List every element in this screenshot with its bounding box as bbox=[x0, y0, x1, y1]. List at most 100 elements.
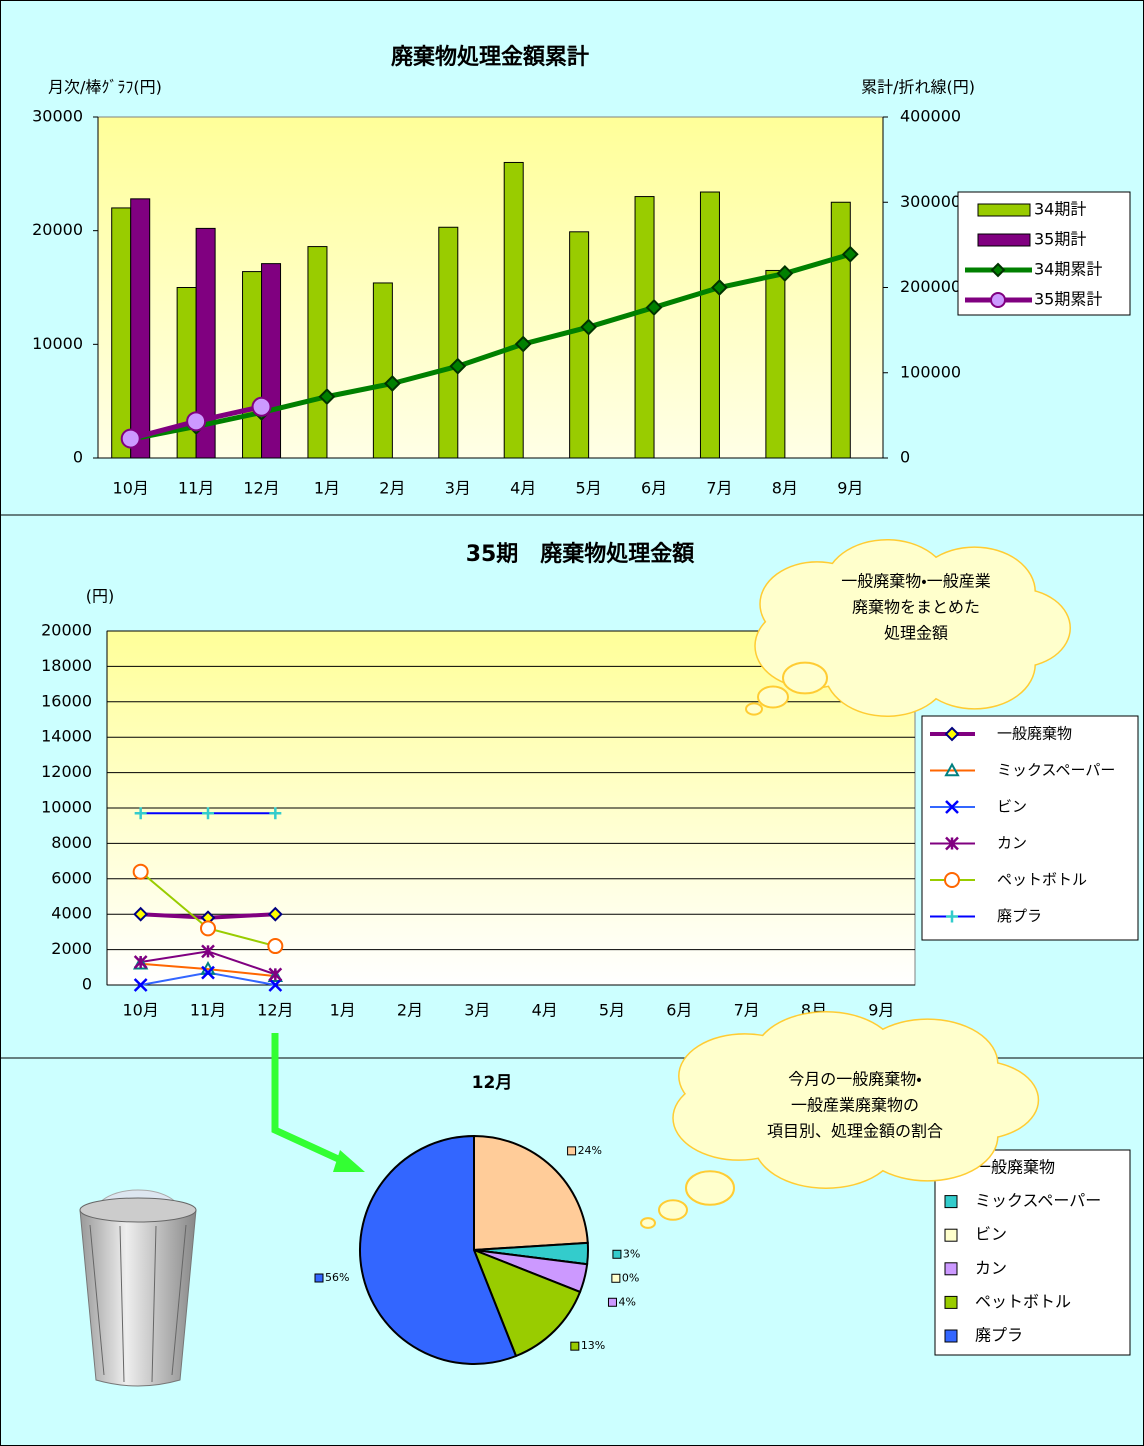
marker bbox=[201, 965, 215, 980]
legend-swatch bbox=[944, 1228, 958, 1242]
y-tick-label: 30000 bbox=[32, 107, 83, 126]
label-swatch bbox=[611, 1273, 621, 1283]
legend-swatch bbox=[977, 233, 1031, 247]
bar bbox=[503, 161, 524, 459]
legend-label: 35期計 bbox=[1034, 230, 1086, 249]
marker bbox=[268, 978, 283, 992]
data-label: 24% bbox=[578, 1144, 602, 1157]
legend-label: 一般廃棄物 bbox=[975, 1158, 1055, 1177]
y-tick-label: 18000 bbox=[41, 656, 92, 675]
x-tick-label: 8月 bbox=[772, 479, 798, 498]
bar bbox=[130, 198, 151, 459]
data-label: 56% bbox=[325, 1271, 349, 1284]
marker bbox=[990, 262, 1006, 278]
x-tick-label: 7月 bbox=[734, 1001, 760, 1020]
marker bbox=[449, 357, 467, 375]
legend-label: 廃プラ bbox=[975, 1326, 1023, 1345]
label-swatch bbox=[607, 1297, 617, 1307]
legend-swatch bbox=[944, 1295, 958, 1309]
y2-tick-label: 100000 bbox=[900, 362, 961, 381]
legend-swatch bbox=[944, 1195, 958, 1209]
bar bbox=[699, 191, 720, 459]
data-label: 0% bbox=[622, 1271, 639, 1284]
marker bbox=[776, 265, 794, 282]
pie-slice bbox=[472, 1248, 582, 1358]
y2-tick-label: 0 bbox=[900, 448, 910, 467]
marker bbox=[201, 944, 215, 959]
bar bbox=[569, 231, 590, 459]
bar bbox=[830, 201, 851, 459]
y-tick-label: 6000 bbox=[51, 868, 92, 887]
x-tick-label: 5月 bbox=[576, 479, 602, 498]
y-tick-label: 20000 bbox=[41, 621, 92, 640]
y-axis-title: 月次/棒ｸﾞﾗﾌ(円) bbox=[48, 78, 162, 97]
line bbox=[140, 962, 276, 978]
bar bbox=[438, 226, 459, 459]
bar bbox=[307, 246, 328, 459]
marker bbox=[134, 807, 147, 820]
marker bbox=[133, 978, 148, 992]
y-tick-label: 10000 bbox=[32, 334, 83, 353]
chart-title: 12月 bbox=[472, 1073, 513, 1093]
legend-box bbox=[921, 715, 1139, 941]
annotation-text: 項目別、処理金額の割合 bbox=[767, 1122, 943, 1141]
x-tick-label: 3月 bbox=[464, 1001, 490, 1020]
marker bbox=[133, 955, 148, 969]
y-tick-label: 0 bbox=[73, 448, 83, 467]
y2-tick-label: 300000 bbox=[900, 192, 961, 211]
marker bbox=[267, 968, 284, 982]
legend-label: 34期累計 bbox=[1034, 260, 1102, 279]
y-axis-title: (円) bbox=[86, 587, 115, 606]
marker bbox=[268, 967, 283, 982]
x-tick-label: 10月 bbox=[122, 1001, 158, 1020]
marker bbox=[944, 762, 960, 777]
legend-swatch bbox=[944, 1329, 958, 1343]
y-tick-label: 8000 bbox=[51, 833, 92, 852]
bar bbox=[261, 263, 282, 459]
bar bbox=[372, 282, 393, 459]
data-label: 13% bbox=[581, 1339, 605, 1352]
y-tick-label: 16000 bbox=[41, 691, 92, 710]
marker bbox=[514, 335, 532, 353]
bar bbox=[765, 269, 786, 459]
x-tick-label: 10月 bbox=[113, 479, 149, 498]
marker bbox=[318, 388, 336, 406]
y-tick-label: 14000 bbox=[41, 727, 92, 746]
bar bbox=[195, 227, 216, 459]
x-tick-label: 4月 bbox=[510, 479, 536, 498]
cloud-puff bbox=[827, 565, 997, 691]
marker bbox=[711, 279, 728, 296]
legend-label: 34期計 bbox=[1034, 200, 1086, 219]
bar bbox=[176, 287, 197, 459]
x-tick-label: 6月 bbox=[641, 479, 667, 498]
x-tick-label: 1月 bbox=[330, 1001, 356, 1020]
legend-label: ミックスペーパー bbox=[997, 761, 1115, 779]
x-tick-label: 3月 bbox=[445, 479, 471, 498]
marker bbox=[251, 396, 272, 417]
x-tick-label: 6月 bbox=[666, 1001, 692, 1020]
marker bbox=[186, 411, 207, 432]
bar bbox=[111, 207, 132, 459]
cloud-bubble bbox=[745, 702, 763, 716]
label-swatch bbox=[570, 1341, 580, 1351]
y-tick-label: 0 bbox=[82, 975, 92, 994]
legend-swatch bbox=[944, 1262, 958, 1276]
marker bbox=[645, 299, 663, 316]
legend-label: 35期累計 bbox=[1034, 290, 1102, 309]
x-tick-label: 1月 bbox=[314, 479, 340, 498]
chart-title: 廃棄物処理金額累計 bbox=[391, 44, 589, 70]
y-tick-label: 2000 bbox=[51, 939, 92, 958]
legend-label: ビン bbox=[975, 1225, 1007, 1244]
y2-tick-label: 200000 bbox=[900, 277, 961, 296]
data-label: 3% bbox=[623, 1247, 640, 1260]
marker bbox=[946, 910, 958, 923]
x-tick-label: 12月 bbox=[257, 1001, 293, 1020]
x-tick-label: 4月 bbox=[532, 1001, 558, 1020]
marker bbox=[267, 938, 284, 955]
marker bbox=[132, 863, 149, 880]
marker bbox=[841, 245, 859, 263]
x-tick-label: 11月 bbox=[178, 479, 214, 498]
x-tick-label: 2月 bbox=[397, 1001, 423, 1020]
marker bbox=[580, 318, 598, 336]
